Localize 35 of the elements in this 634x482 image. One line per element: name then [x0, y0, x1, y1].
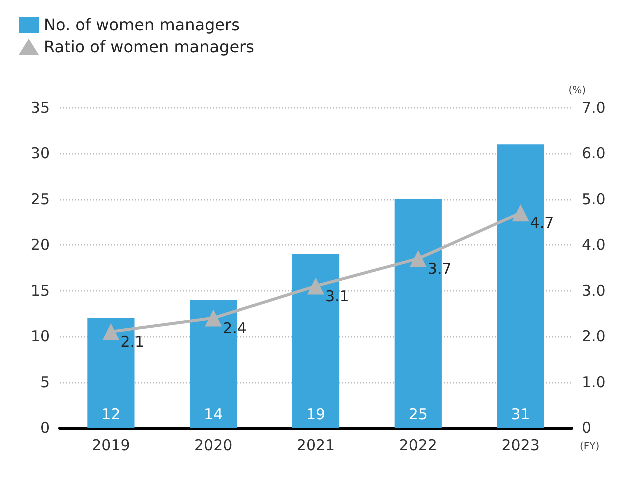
x-tick-label: 2023 [502, 436, 540, 454]
legend-label: No. of women managers [44, 16, 240, 34]
y2-tick-label: 2.0 [582, 328, 606, 346]
y2-tick-label: 4.0 [582, 236, 606, 254]
y2-tick-label: 3.0 [582, 282, 606, 300]
y2-tick-label: 0 [582, 419, 592, 437]
x-tick-label: 2021 [296, 436, 336, 454]
data-label: 31 [511, 406, 530, 424]
point [205, 310, 222, 327]
y2-tick-label: 1.0 [582, 373, 606, 392]
x-tick-label: 2022 [399, 436, 438, 454]
point [308, 278, 324, 295]
y-tick-label: 0 [40, 419, 50, 437]
y-tick-label: 10 [30, 328, 50, 346]
data-label: 25 [408, 406, 428, 424]
point [410, 250, 427, 268]
point [512, 204, 530, 222]
point [102, 324, 120, 340]
y2-axis-title: (%) [568, 86, 586, 96]
y2-tick-label: 5.0 [582, 190, 606, 208]
y2-tick-label: 6.0 [582, 144, 606, 163]
data-label: 12 [102, 406, 121, 424]
x-tick-label: 2020 [194, 436, 233, 454]
y-tick-label: 35 [30, 99, 50, 117]
y-tick-label: 5 [40, 373, 50, 392]
x-axis-title: (FY) [580, 442, 600, 452]
y-tick-label: 30 [30, 144, 50, 163]
legend-label: Ratio of women managers [44, 38, 254, 56]
data-label: 14 [204, 406, 224, 424]
x-tick-label: 2019 [92, 436, 130, 454]
y-tick-label: 25 [30, 190, 50, 208]
y-tick-label: 15 [30, 282, 50, 300]
y-tick-label: 20 [30, 236, 50, 254]
data-label: 19 [306, 406, 326, 424]
y2-tick-label: 7.0 [582, 99, 606, 117]
